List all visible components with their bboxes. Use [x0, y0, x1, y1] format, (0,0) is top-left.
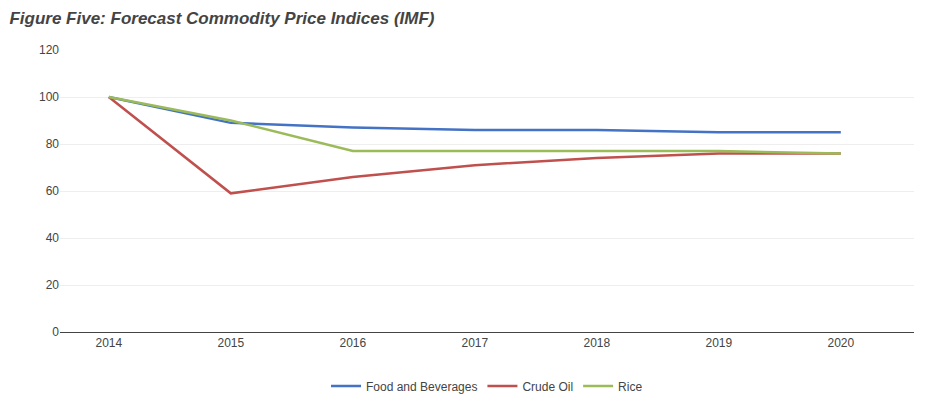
- svg-text:Food and Beverages: Food and Beverages: [366, 380, 477, 394]
- svg-text:Crude Oil: Crude Oil: [522, 380, 573, 394]
- svg-text:80: 80: [46, 137, 60, 151]
- svg-text:60: 60: [46, 184, 60, 198]
- svg-text:2015: 2015: [217, 336, 244, 350]
- svg-text:2017: 2017: [461, 336, 488, 350]
- svg-text:Figure Five: Forecast Commodit: Figure Five: Forecast Commodity Price In…: [9, 9, 434, 28]
- svg-text:2020: 2020: [827, 336, 854, 350]
- svg-text:2019: 2019: [705, 336, 732, 350]
- svg-text:0: 0: [52, 325, 59, 339]
- svg-text:20: 20: [46, 278, 60, 292]
- svg-text:120: 120: [39, 43, 59, 57]
- svg-text:Rice: Rice: [618, 380, 642, 394]
- svg-text:2014: 2014: [95, 336, 122, 350]
- svg-text:100: 100: [39, 90, 59, 104]
- svg-text:40: 40: [46, 231, 60, 245]
- svg-text:2018: 2018: [583, 336, 610, 350]
- svg-text:2016: 2016: [339, 336, 366, 350]
